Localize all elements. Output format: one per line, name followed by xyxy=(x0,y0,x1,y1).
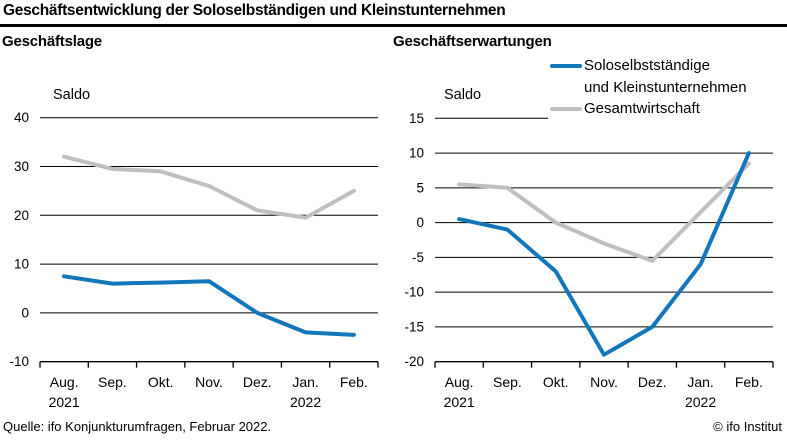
x-tick-label: Aug. xyxy=(445,374,474,390)
legend-line-swatch-gray xyxy=(550,106,582,111)
series-line-gesamtwirtschaft xyxy=(457,161,751,263)
y-tick-label: -5 xyxy=(412,250,424,265)
legend-label-soloselbststaendige: Soloselbstständige xyxy=(584,57,710,74)
y-axis-title-left: Saldo xyxy=(53,87,91,103)
legend-line-swatch-blue xyxy=(550,63,582,68)
x-tick-label: Feb. xyxy=(735,374,763,390)
x-tick-label: Sep. xyxy=(98,374,127,390)
panel-title-geschaeftserwartungen: Geschäftserwartungen xyxy=(393,33,552,50)
y-tick-label: -20 xyxy=(404,354,424,369)
y-tick-label: 0 xyxy=(416,215,424,230)
panel-title-geschaeftslage: Geschäftslage xyxy=(2,33,102,50)
year-label: 2022 xyxy=(685,394,716,410)
footer-copyright: © ifo Institut xyxy=(713,419,782,434)
series-line-soloselbststaendige xyxy=(62,274,356,337)
y-tick-label: 30 xyxy=(14,159,29,174)
legend-label-kleinstunternehmen: und Kleinstunternehmen xyxy=(584,78,747,96)
x-tick-label: Sep. xyxy=(493,374,522,390)
x-tick-label: Okt. xyxy=(543,374,569,390)
series-line-soloselbststaendige xyxy=(457,151,751,357)
y-axis-title-right: Saldo xyxy=(444,87,482,103)
year-label: 2022 xyxy=(290,394,321,410)
y-tick-label: 10 xyxy=(14,257,29,272)
legend-swatch-spacer xyxy=(550,85,582,89)
x-tick-label: Jan. xyxy=(292,374,318,390)
x-tick-label: Feb. xyxy=(340,374,368,390)
legend-item-soloselbststaendige: Soloselbstständige xyxy=(550,55,787,77)
y-tick-label: 20 xyxy=(14,208,29,223)
x-tick-label: Dez. xyxy=(638,374,667,390)
y-tick-label: 10 xyxy=(409,146,424,161)
figure-title: Geschäftsentwicklung der Soloselbständig… xyxy=(3,2,506,19)
y-tick-label: -10 xyxy=(9,354,29,369)
legend-item-soloselbststaendige-line2: und Kleinstunternehmen xyxy=(550,77,787,99)
y-tick-label: 40 xyxy=(14,110,29,125)
y-tick-label: 15 xyxy=(409,111,424,126)
x-tick-label: Nov. xyxy=(590,374,618,390)
y-tick-label: -10 xyxy=(404,285,424,300)
title-rule xyxy=(0,24,787,27)
y-tick-label: 0 xyxy=(21,305,29,320)
x-tick-label: Aug. xyxy=(50,374,79,390)
x-tick-label: Okt. xyxy=(148,374,174,390)
legend: Soloselbstständige und Kleinstunternehme… xyxy=(548,54,787,125)
x-tick-label: Nov. xyxy=(195,374,223,390)
y-tick-label: -15 xyxy=(404,319,424,334)
x-tick-label: Dez. xyxy=(243,374,272,390)
series-line-gesamtwirtschaft xyxy=(62,154,356,220)
year-label: 2021 xyxy=(444,394,475,410)
footer-source: Quelle: ifo Konjunkturumfragen, Februar … xyxy=(3,419,272,434)
y-tick-label: 5 xyxy=(416,180,424,195)
x-tick-label: Jan. xyxy=(687,374,713,390)
legend-item-gesamtwirtschaft: Gesamtwirtschaft xyxy=(550,98,787,120)
year-label: 2021 xyxy=(49,394,80,410)
legend-label-gesamtwirtschaft: Gesamtwirtschaft xyxy=(584,100,700,117)
